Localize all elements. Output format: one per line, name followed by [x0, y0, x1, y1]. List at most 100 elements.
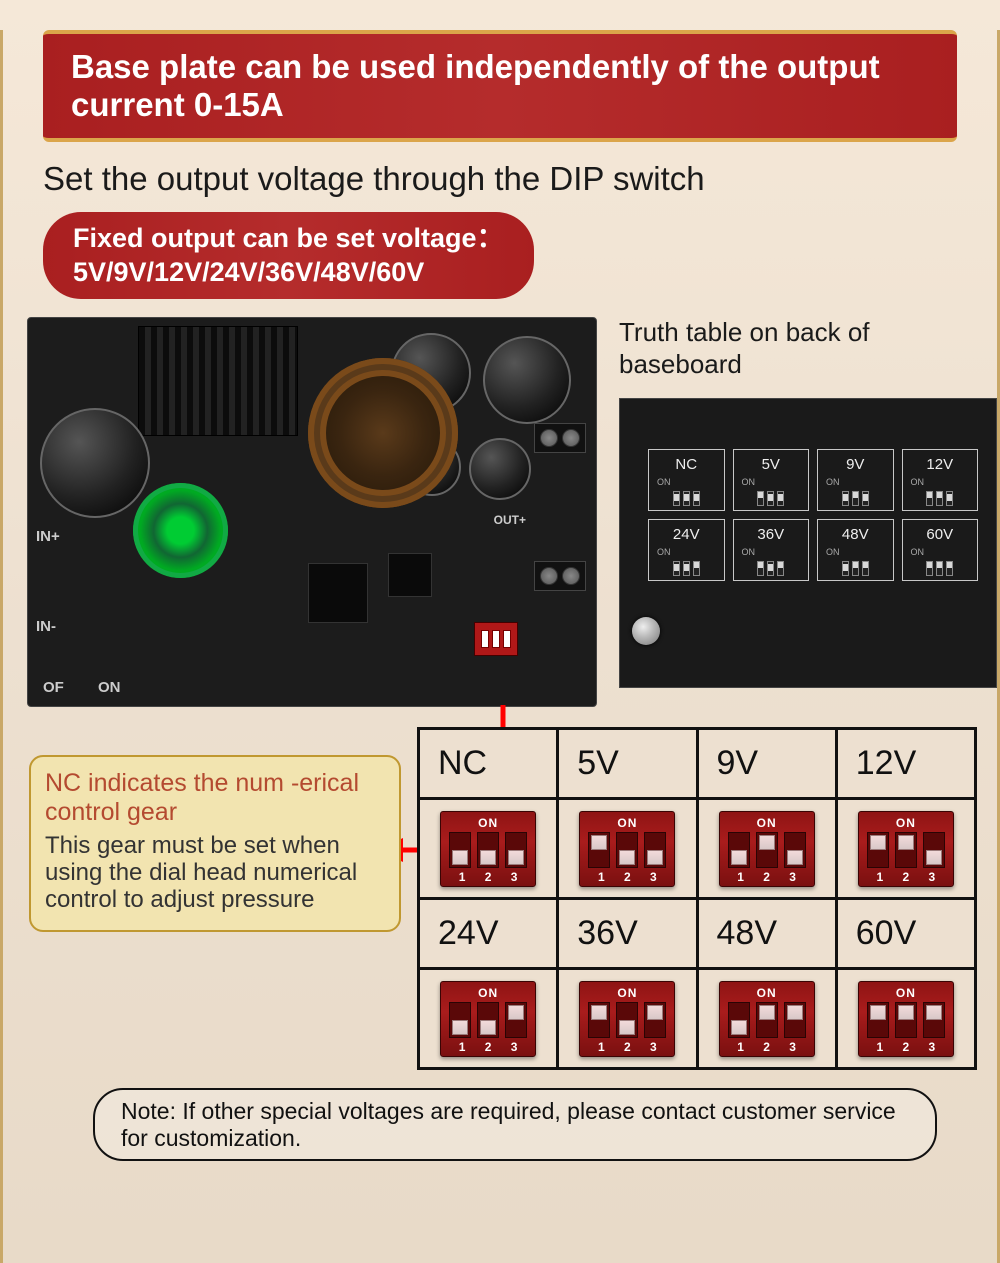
mini-dip-switch: [862, 561, 869, 576]
truth-dip-cell: ON123: [558, 969, 697, 1069]
dip-knob: [480, 1020, 496, 1035]
truth-label-cell: 12V: [836, 729, 975, 799]
dip-switch-illustration: ON123: [579, 811, 675, 887]
mini-truth-label: 9V: [818, 456, 893, 473]
mini-dip-switch: [693, 561, 700, 576]
truth-label-row: NC5V9V12V: [419, 729, 976, 799]
mini-truth-cell: 48VON: [817, 519, 894, 581]
mini-dip-switch: [926, 561, 933, 576]
truth-caption: Truth table on back of baseboard: [619, 317, 997, 379]
mini-dip-switch: [862, 491, 869, 506]
mounting-screw-icon: [632, 617, 660, 645]
silk-out: OUT+: [494, 513, 526, 527]
truth-label-cell: 36V: [558, 899, 697, 969]
dip-knob: [870, 1005, 886, 1020]
mini-truth-label: 36V: [734, 526, 809, 543]
mini-dip-switch: [757, 491, 764, 506]
dip-knob: [508, 1005, 524, 1020]
mini-dip-switch: [777, 491, 784, 506]
truth-dip-cell: ON123: [558, 799, 697, 899]
dip-switch-on-pcb: [474, 622, 518, 656]
dip-knob: [591, 835, 607, 850]
mini-dip-switch: [936, 561, 943, 576]
footnote: Note: If other special voltages are requ…: [93, 1088, 937, 1161]
mini-dip-switch: [946, 561, 953, 576]
truth-dip-cell: ON123: [697, 799, 836, 899]
truth-label-cell: 24V: [419, 899, 558, 969]
mini-dip-switch: [842, 491, 849, 506]
truth-dip-cell: ON123: [419, 799, 558, 899]
mini-dip-switch: [946, 491, 953, 506]
subtitle-text: Set the output voltage through the DIP s…: [43, 160, 957, 198]
mini-truth-label: 24V: [649, 526, 724, 543]
dip-knob: [619, 1020, 635, 1035]
mini-truth-label: 5V: [734, 456, 809, 473]
dip-knob: [480, 850, 496, 865]
mini-dip-switch: [757, 561, 764, 576]
mini-dip-switch: [767, 491, 774, 506]
bottom-area: NC indicates the num -erical control gea…: [3, 727, 997, 1070]
dip-knob: [898, 1005, 914, 1020]
pcb-back-image: NCON5VON9VON12VON24VON36VON48VON60VON: [619, 398, 997, 688]
truth-dip-cell: ON123: [836, 969, 975, 1069]
nc-note-body: This gear must be set when using the dia…: [45, 833, 385, 914]
dip-knob: [731, 1020, 747, 1035]
dip-knob: [759, 1005, 775, 1020]
dip-knob: [647, 850, 663, 865]
mini-truth-cell: 36VON: [733, 519, 810, 581]
dip-knob: [898, 835, 914, 850]
truth-label-row: 24V36V48V60V: [419, 899, 976, 969]
pill-line2: 5V/9V/12V/24V/36V/48V/60V: [73, 257, 424, 287]
dip-switch-illustration: ON123: [858, 981, 954, 1057]
dip-knob: [926, 1005, 942, 1020]
mini-truth-label: 60V: [903, 526, 978, 543]
truth-label-cell: 9V: [697, 729, 836, 799]
dip-switch-illustration: ON123: [858, 811, 954, 887]
truth-label-cell: NC: [419, 729, 558, 799]
mini-dip-switch: [683, 561, 690, 576]
truth-table: NC5V9V12VON123ON123ON123ON12324V36V48V60…: [417, 727, 977, 1070]
mid-row: IN+ IN- OF ON OUT+ Truth table on back o…: [3, 317, 997, 707]
silk-in-minus: IN-: [36, 618, 56, 635]
dip-knob: [647, 1005, 663, 1020]
truth-dip-cell: ON123: [697, 969, 836, 1069]
mini-dip-switch: [693, 491, 700, 506]
mini-dip-switch: [852, 491, 859, 506]
dip-knob: [926, 850, 942, 865]
voltage-pill: Fixed output can be set voltage： 5V/9V/1…: [43, 212, 534, 300]
dip-knob: [759, 835, 775, 850]
dip-knob: [591, 1005, 607, 1020]
dip-knob: [787, 1005, 803, 1020]
truth-dip-row: ON123 ON123 ON123 ON123: [419, 799, 976, 899]
truth-dip-row: ON123ON123ON123ON123: [419, 969, 976, 1069]
truth-label-cell: 48V: [697, 899, 836, 969]
mini-truth-cell: 24VON: [648, 519, 725, 581]
dip-knob: [508, 850, 524, 865]
mini-dip-switch: [842, 561, 849, 576]
mini-dip-switch: [673, 561, 680, 576]
mini-truth-cell: 60VON: [902, 519, 979, 581]
mini-truth-label: 12V: [903, 456, 978, 473]
dip-knob: [452, 1020, 468, 1035]
nc-note-box: NC indicates the num -erical control gea…: [29, 755, 401, 931]
mini-dip-switch: [673, 491, 680, 506]
silk-in-plus: IN+: [36, 528, 60, 545]
mini-dip-switch: [852, 561, 859, 576]
mini-dip-switch: [767, 561, 774, 576]
truth-label-cell: 60V: [836, 899, 975, 969]
mini-truth-cell: NCON: [648, 449, 725, 511]
silk-on: ON: [98, 679, 121, 696]
headline-banner: Base plate can be used independently of …: [43, 30, 957, 142]
dip-knob: [619, 850, 635, 865]
silk-off: OF: [43, 679, 64, 696]
mini-truth-label: 48V: [818, 526, 893, 543]
dip-knob: [731, 850, 747, 865]
dip-knob: [787, 850, 803, 865]
mini-truth-cell: 9VON: [817, 449, 894, 511]
dip-switch-illustration: ON123: [719, 981, 815, 1057]
mini-truth-cell: 12VON: [902, 449, 979, 511]
mini-dip-switch: [926, 491, 933, 506]
dip-knob: [870, 835, 886, 850]
nc-note-title: NC indicates the num -erical control gea…: [45, 769, 385, 827]
truth-label-cell: 5V: [558, 729, 697, 799]
